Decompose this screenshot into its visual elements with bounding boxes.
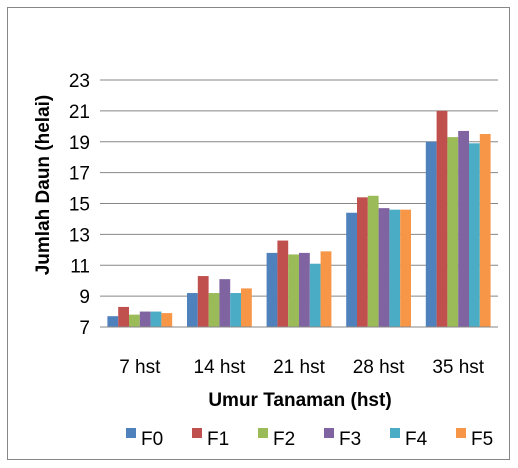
x-axis-title: Umur Tanaman (hst) [208,390,391,411]
x-tick-label: 7 hst [119,357,161,378]
legend-swatch-f4 [390,428,400,438]
x-tick-label: 21 hst [273,357,325,378]
y-axis-title: Jumlah Daun (helai) [33,95,54,276]
legend-label-f0: F0 [141,429,163,450]
y-tick-label: 7 [79,318,90,339]
bar-f0-28-hst [346,212,357,327]
y-tick-label: 15 [69,195,90,216]
legend-label-f2: F2 [273,429,295,450]
bar-f2-28-hst [367,195,379,327]
bar-f1-14-hst [197,276,209,327]
bar-f0-35-hst [425,141,437,327]
bar-f2-14-hst [208,293,220,327]
legend-swatch-f5 [456,428,466,438]
bar-f3-7-hst [139,311,151,327]
bars [107,110,491,327]
y-tick-label: 21 [69,102,90,123]
bar-f2-35-hst [447,137,459,327]
legend-label-f4: F4 [405,429,428,450]
bar-f5-7-hst [161,313,173,327]
legend-label-f3: F3 [339,429,361,450]
bar-f1-21-hst [277,240,289,327]
bar-f3-35-hst [458,130,469,327]
legend-swatch-f0 [126,428,136,438]
bar-f5-14-hst [241,288,252,327]
y-tick-label: 19 [69,133,90,154]
bar-f0-14-hst [187,293,198,327]
y-tick-label: 9 [79,287,90,308]
bar-f0-7-hst [107,316,119,327]
y-tick-label: 17 [69,164,90,185]
legend-swatch-f2 [258,428,268,438]
bar-f2-21-hst [288,254,299,327]
y-tick-label: 23 [69,71,90,92]
legend-swatch-f1 [192,428,202,438]
x-tick-label: 28 hst [353,357,405,378]
bar-f2-7-hst [129,314,140,327]
bar-f4-35-hst [469,143,480,327]
bar-f1-35-hst [436,110,448,327]
bar-f5-28-hst [400,209,411,327]
bar-f5-35-hst [479,134,491,327]
bar-f4-7-hst [150,311,162,327]
axes: 7 9 11 13 15 17 19 21 23 7 hst 14 hst 21 hst 28 hst 3… [69,71,498,378]
x-tick-label: 35 hst [432,357,484,378]
bar-f3-21-hst [299,252,310,327]
bar-f4-28-hst [389,209,401,327]
legend-swatch-f3 [324,428,334,438]
bar-f4-14-hst [230,293,241,327]
x-tick-label: 14 hst [194,357,246,378]
bar-f3-28-hst [378,208,390,327]
legend: F0 F1 F2 F3 F4 F5 [126,428,493,450]
legend-label-f1: F1 [207,429,229,450]
bar-f0-21-hst [266,252,278,327]
bar-f3-14-hst [219,279,231,327]
y-tick-label: 13 [69,225,90,246]
legend-label-f5: F5 [471,429,493,450]
bar-f5-21-hst [320,251,332,327]
bar-f4-21-hst [309,263,321,327]
y-tick-label: 11 [70,256,90,277]
bar-f1-7-hst [118,306,129,327]
bar-f1-28-hst [357,197,368,327]
